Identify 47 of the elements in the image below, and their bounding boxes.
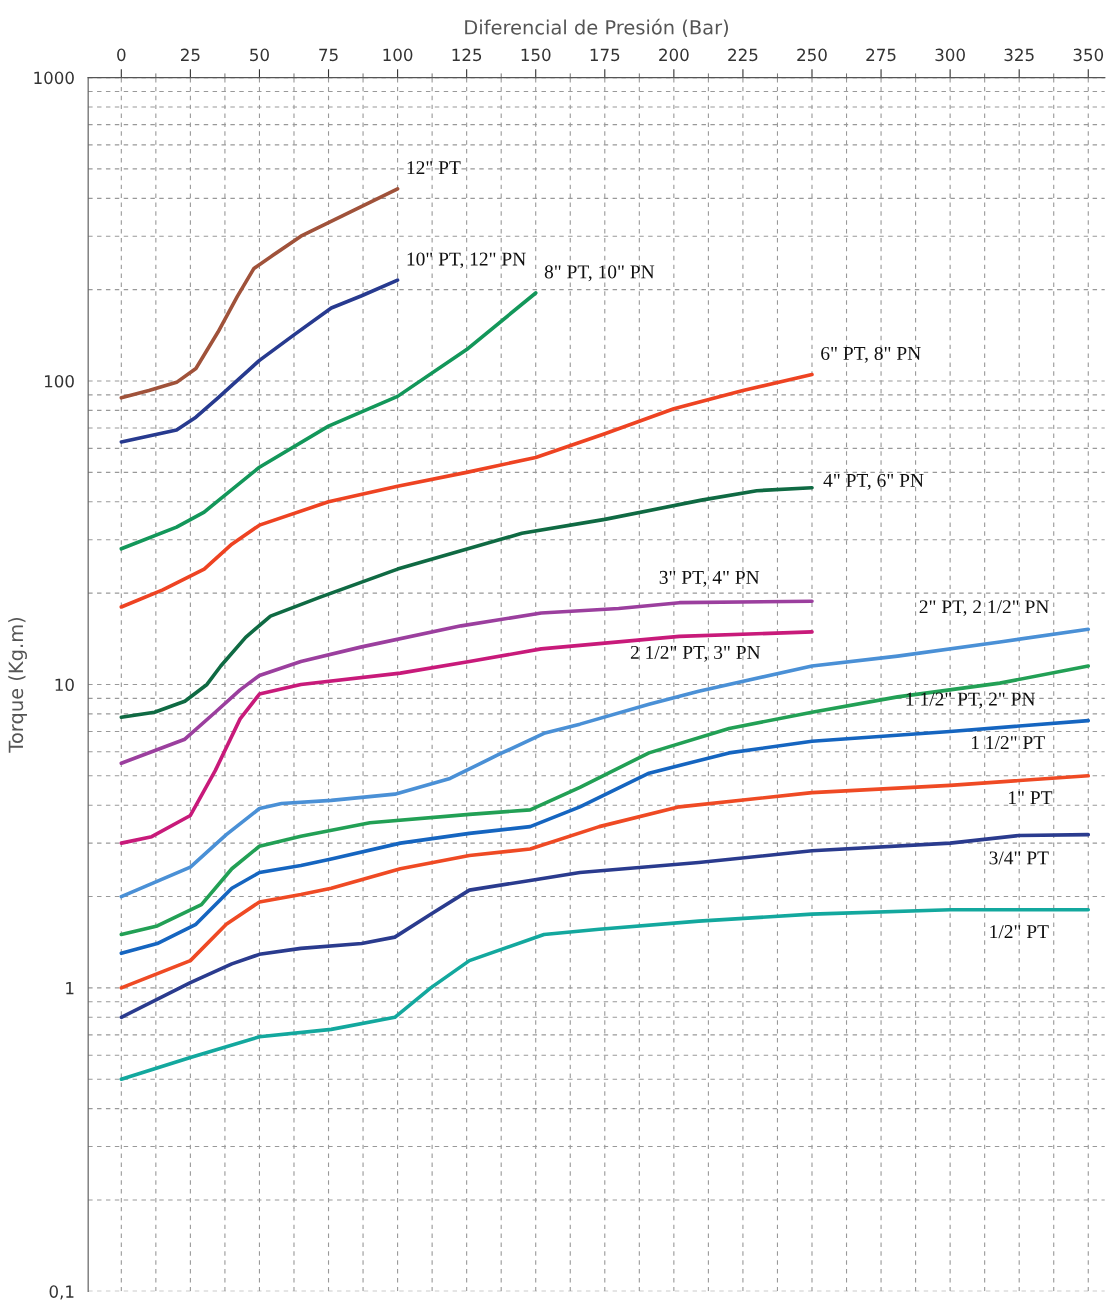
series-label: 3/4" PT: [989, 851, 1049, 865]
x-tick-label: 350: [1073, 48, 1104, 62]
x-tick-label: 200: [659, 48, 689, 62]
line-series: [119, 372, 814, 609]
line-series: [119, 664, 1091, 937]
y-tick-label: 100: [44, 374, 74, 388]
line-series: [119, 832, 1091, 1020]
y-tick-label: 1000: [34, 71, 74, 85]
y-tick-label: 0,1: [49, 1285, 74, 1300]
line-series: [119, 630, 814, 845]
x-tick-label: 225: [728, 48, 758, 62]
series-label: 12" PT: [407, 161, 461, 175]
line-series: [119, 485, 814, 720]
line-series: [119, 278, 400, 444]
x-tick-label: 250: [797, 48, 827, 62]
series-label: 6" PT, 8" PN: [821, 346, 921, 363]
x-tick-label: 150: [521, 48, 551, 62]
x-tick-label: 75: [319, 48, 338, 62]
line-series: [119, 627, 1091, 899]
x-tick-label: 25: [181, 48, 200, 62]
series-label: 4" PT, 6" PN: [823, 473, 924, 490]
x-tick-label: 50: [250, 48, 269, 62]
x-tick-label: 300: [935, 48, 965, 62]
series-label: 3" PT, 4" PN: [659, 570, 760, 587]
series-label: 1" PT: [1009, 791, 1053, 805]
line-series: [119, 907, 1091, 1082]
x-tick-label: 325: [1004, 48, 1034, 62]
x-tick-label: 0: [117, 48, 126, 62]
line-series: [119, 718, 1091, 956]
line-series: [119, 291, 538, 551]
x-tick-label: 275: [866, 48, 896, 62]
line-series: [119, 186, 400, 400]
series-label: 2 1/2" PT, 3" PN: [630, 645, 761, 662]
series-label: 1 1/2" PT: [971, 736, 1045, 750]
series-label: 8" PT, 10" PN: [544, 265, 655, 282]
series-label: 2" PT, 2 1/2" PN: [919, 600, 1049, 617]
series-label: 1/2" PT: [990, 925, 1049, 939]
x-tick-label: 125: [452, 48, 482, 62]
y-tick-label: 1: [66, 982, 74, 995]
series-label: 10" PT, 12" PN: [407, 252, 526, 269]
line-series: [119, 599, 814, 766]
x-axis-title: Diferencial de Presión (Bar): [465, 18, 729, 37]
y-axis-title: Torque (Kg.m): [8, 617, 27, 753]
x-tick-label: 175: [590, 48, 620, 62]
y-tick-label: 10: [55, 678, 74, 692]
x-tick-label: 100: [383, 48, 413, 62]
line-series: [119, 773, 1091, 990]
